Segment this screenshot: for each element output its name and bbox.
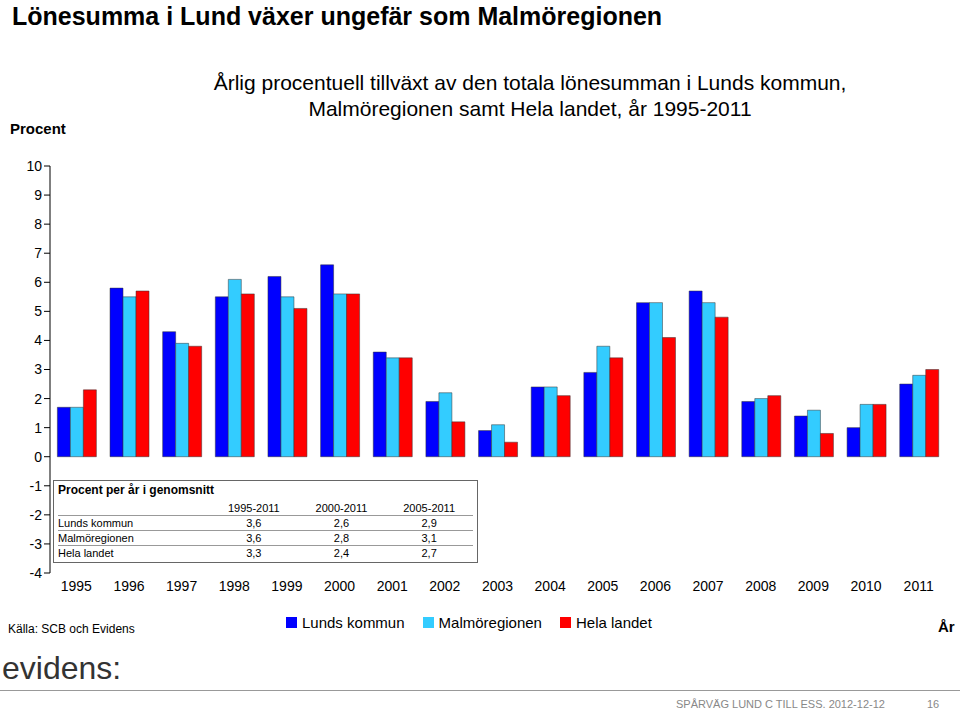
svg-text:2002: 2002 xyxy=(429,578,460,594)
svg-text:2004: 2004 xyxy=(535,578,566,594)
svg-text:1998: 1998 xyxy=(219,578,250,594)
svg-text:9: 9 xyxy=(34,187,42,203)
html-text:3,3: 3,3 xyxy=(246,547,262,559)
svg-text:2010: 2010 xyxy=(850,578,881,594)
svg-text:-1: -1 xyxy=(30,478,43,494)
html-text:1995-2011: 1995-2011 xyxy=(227,502,280,514)
svg-text:5: 5 xyxy=(34,303,42,319)
svg-text:2: 2 xyxy=(34,391,42,407)
svg-text:0: 0 xyxy=(34,449,42,465)
svg-text:1: 1 xyxy=(34,420,42,436)
html-text:2,9: 2,9 xyxy=(421,517,437,529)
html-text:Malmöregionen: Malmöregionen xyxy=(58,532,134,544)
html-text:Lunds kommun: Lunds kommun xyxy=(58,517,134,529)
svg-text:2009: 2009 xyxy=(798,578,829,594)
html-text:3,6: 3,6 xyxy=(246,517,262,529)
svg-text:2006: 2006 xyxy=(640,578,671,594)
svg-text:1999: 1999 xyxy=(271,578,302,594)
svg-text:2007: 2007 xyxy=(693,578,724,594)
html-text:2,8: 2,8 xyxy=(333,532,350,544)
html-text:Malmöregionen: Malmöregionen xyxy=(438,614,542,631)
svg-text:3: 3 xyxy=(34,361,42,377)
svg-text:8: 8 xyxy=(34,216,42,232)
svg-text:2000: 2000 xyxy=(324,578,355,594)
html-text:2,7: 2,7 xyxy=(421,547,437,559)
html-text:Årlig procentuell tillväxt av: Årlig procentuell tillväxt av den totala… xyxy=(213,71,847,120)
html-text:16: 16 xyxy=(927,698,940,710)
svg-text:4: 4 xyxy=(34,332,42,348)
html-text:Hela landet: Hela landet xyxy=(576,614,652,631)
html-text:2,6: 2,6 xyxy=(333,517,350,529)
html-text:3,1: 3,1 xyxy=(421,532,437,544)
html-text:2005-2011: 2005-2011 xyxy=(403,502,455,514)
svg-text:2001: 2001 xyxy=(377,578,408,594)
html-text:Hela landet: Hela landet xyxy=(58,547,114,559)
html-text:SPÅRVÄG LUND C TILL ESS. 2012-: SPÅRVÄG LUND C TILL ESS. 2012-12-12 xyxy=(676,698,885,710)
svg-text:1995: 1995 xyxy=(61,578,92,594)
html-text:Lunds kommun: Lunds kommun xyxy=(302,614,405,631)
svg-text:2005: 2005 xyxy=(587,578,618,594)
html-text:Källa: SCB och Evidens: Källa: SCB och Evidens xyxy=(8,622,135,636)
svg-text:10: 10 xyxy=(26,158,42,174)
svg-text:1997: 1997 xyxy=(166,578,197,594)
html-text:3,6: 3,6 xyxy=(246,532,262,544)
html-text:2,4: 2,4 xyxy=(333,547,350,559)
svg-text:-2: -2 xyxy=(30,507,43,523)
html-text:evidens:: evidens: xyxy=(2,650,122,686)
html-text:Procent: Procent xyxy=(10,120,66,137)
html-text:År: År xyxy=(938,618,955,635)
svg-text:1996: 1996 xyxy=(113,578,144,594)
svg-text:2003: 2003 xyxy=(482,578,513,594)
html-text:Lönesumma i Lund växer ungefär: Lönesumma i Lund växer ungefär som Malmö… xyxy=(12,2,663,30)
svg-text:6: 6 xyxy=(34,274,42,290)
html-text:Procent per år i genomsnitt: Procent per år i genomsnitt xyxy=(58,483,214,497)
svg-text:-4: -4 xyxy=(30,565,43,581)
html-text:2000-2011: 2000-2011 xyxy=(315,502,368,514)
svg-text:-3: -3 xyxy=(30,536,43,552)
svg-text:2008: 2008 xyxy=(745,578,776,594)
svg-text:7: 7 xyxy=(34,245,42,261)
svg-text:2011: 2011 xyxy=(904,578,934,594)
